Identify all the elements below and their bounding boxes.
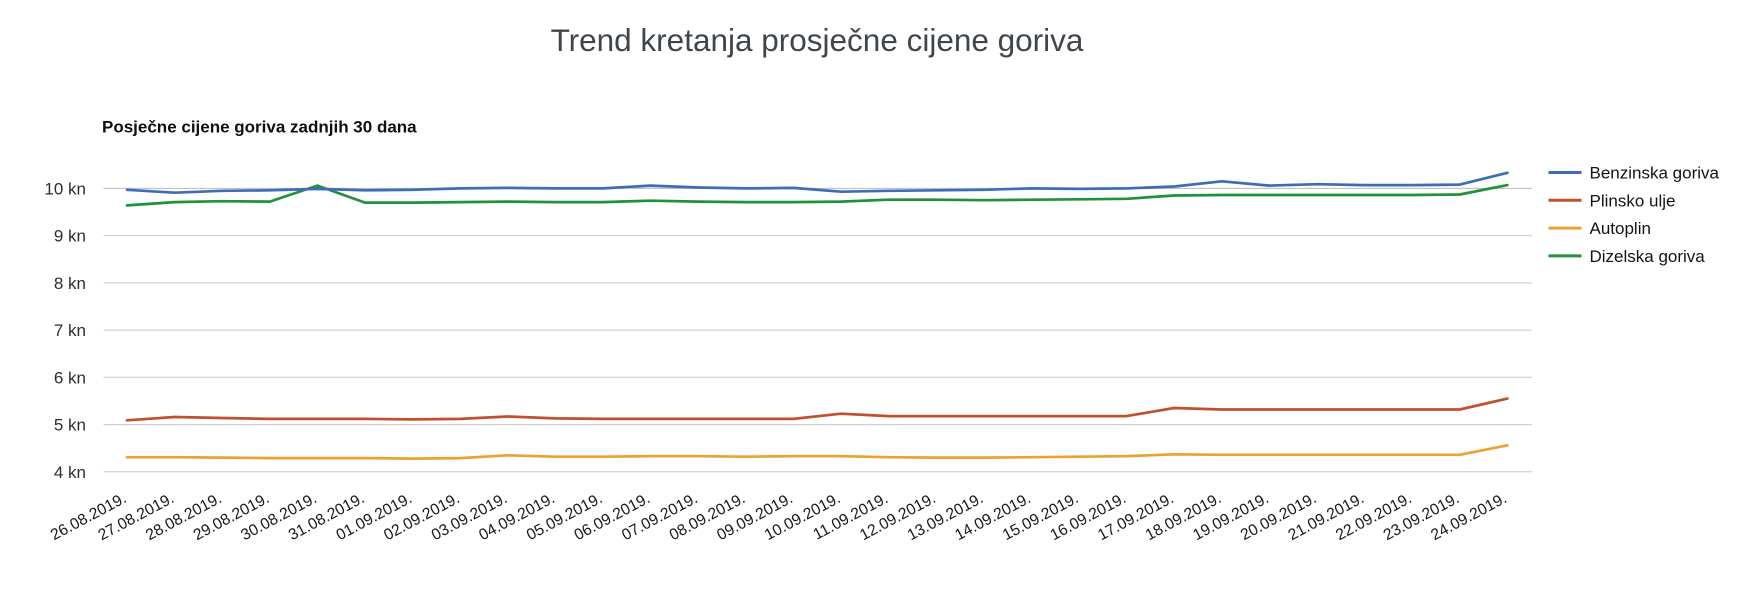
svg-text:9 kn: 9 kn xyxy=(54,227,86,246)
svg-text:Trend kretanja prosječne cijen: Trend kretanja prosječne cijene goriva xyxy=(551,22,1084,58)
svg-text:Autoplin: Autoplin xyxy=(1590,219,1651,238)
svg-text:Plinsko ulje: Plinsko ulje xyxy=(1590,191,1676,210)
svg-text:Posječne cijene goriva zadnjih: Posječne cijene goriva zadnjih 30 dana xyxy=(102,118,417,137)
svg-text:Benzinska goriva: Benzinska goriva xyxy=(1590,164,1720,183)
svg-text:6 kn: 6 kn xyxy=(54,368,86,387)
svg-text:Dizelska goriva: Dizelska goriva xyxy=(1590,247,1706,266)
svg-text:5 kn: 5 kn xyxy=(54,416,86,435)
svg-text:4 kn: 4 kn xyxy=(54,463,86,482)
svg-text:10 kn: 10 kn xyxy=(44,179,86,198)
svg-text:7 kn: 7 kn xyxy=(54,321,86,340)
svg-text:8 kn: 8 kn xyxy=(54,274,86,293)
